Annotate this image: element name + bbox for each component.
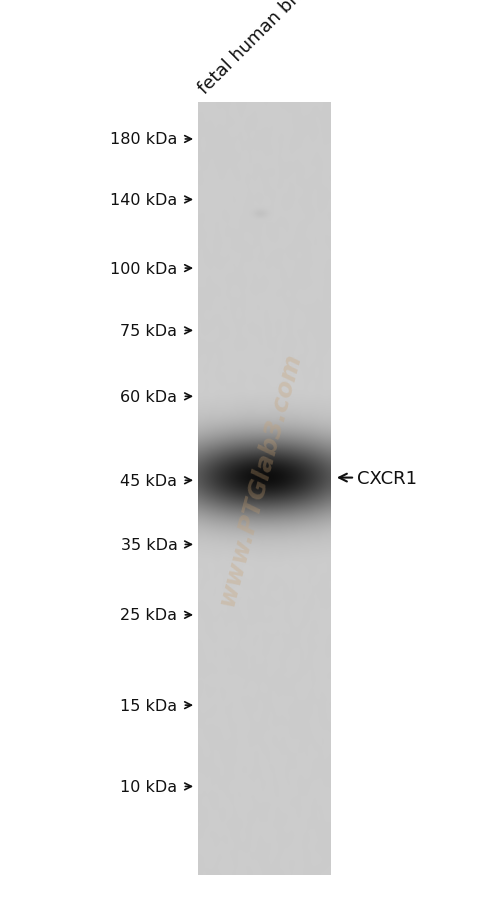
Text: 15 kDa: 15 kDa xyxy=(120,698,178,713)
Text: CXCR1: CXCR1 xyxy=(358,469,418,487)
Text: 60 kDa: 60 kDa xyxy=(120,390,178,404)
Text: 140 kDa: 140 kDa xyxy=(110,193,178,207)
Text: 75 kDa: 75 kDa xyxy=(120,324,178,338)
Text: 35 kDa: 35 kDa xyxy=(120,538,178,552)
Text: 25 kDa: 25 kDa xyxy=(120,608,178,622)
Text: 10 kDa: 10 kDa xyxy=(120,779,178,794)
Text: 100 kDa: 100 kDa xyxy=(110,262,178,276)
Text: 45 kDa: 45 kDa xyxy=(120,474,178,488)
Text: www.PTGlab3.com: www.PTGlab3.com xyxy=(214,349,306,607)
Text: fetal human brain: fetal human brain xyxy=(195,0,322,97)
Text: 180 kDa: 180 kDa xyxy=(110,133,178,147)
